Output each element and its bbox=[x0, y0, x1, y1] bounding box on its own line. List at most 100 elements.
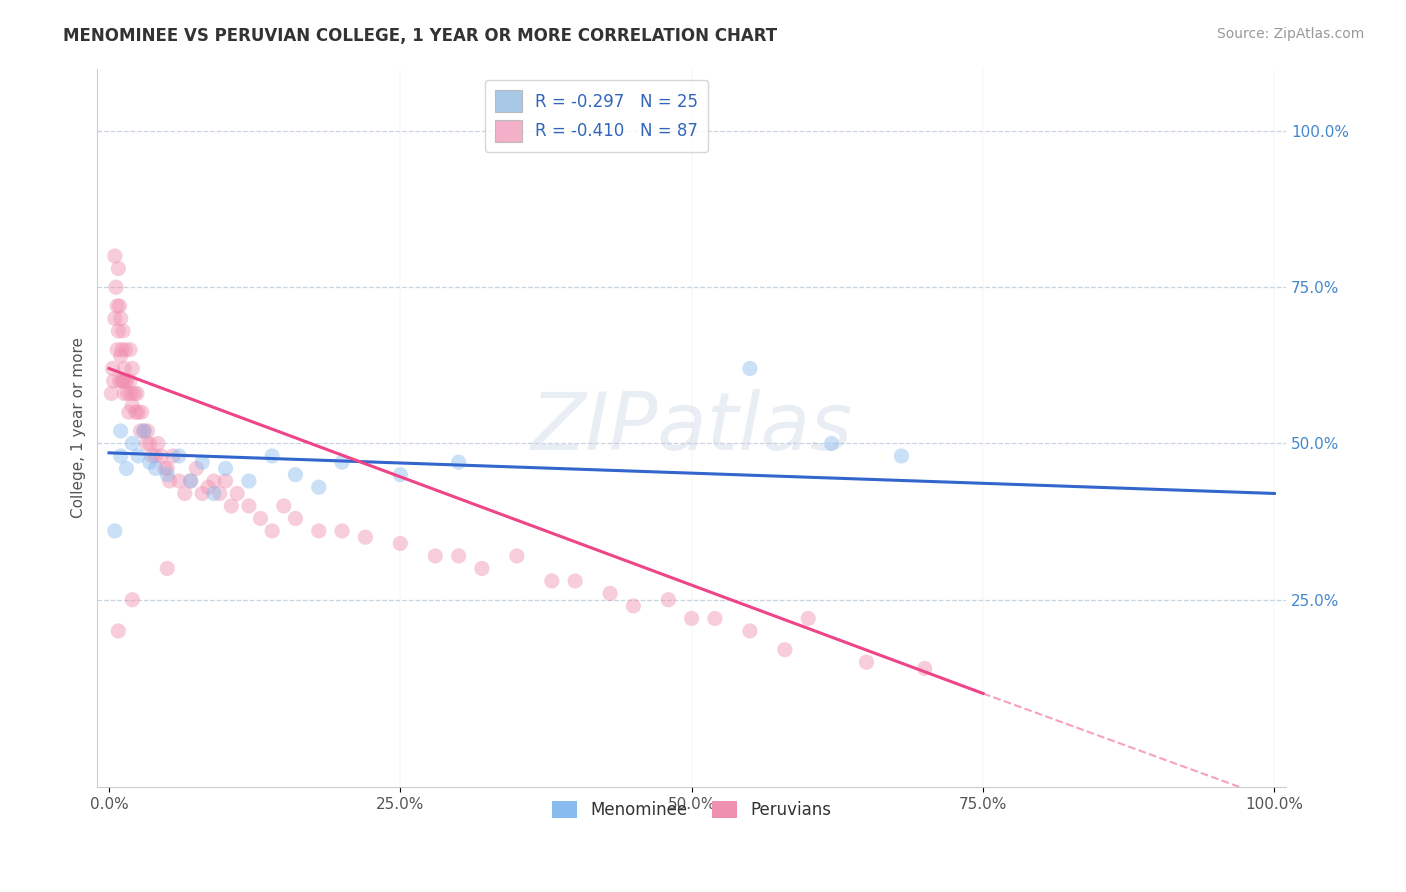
Point bbox=[506, 549, 529, 563]
Point bbox=[146, 436, 169, 450]
Point bbox=[180, 474, 202, 488]
Point bbox=[104, 249, 127, 263]
Point bbox=[101, 361, 124, 376]
Point bbox=[107, 624, 129, 638]
Point bbox=[105, 299, 128, 313]
Point bbox=[145, 461, 167, 475]
Point bbox=[273, 499, 295, 513]
Point bbox=[127, 405, 149, 419]
Point bbox=[139, 436, 162, 450]
Point bbox=[139, 455, 162, 469]
Point bbox=[221, 499, 243, 513]
Point bbox=[111, 343, 134, 357]
Point bbox=[132, 424, 155, 438]
Point bbox=[354, 530, 377, 544]
Point bbox=[202, 486, 225, 500]
Point bbox=[118, 343, 141, 357]
Point bbox=[105, 280, 128, 294]
Point bbox=[284, 467, 307, 482]
Y-axis label: College, 1 year or more: College, 1 year or more bbox=[72, 337, 86, 518]
Text: ZIPatlas: ZIPatlas bbox=[530, 389, 852, 467]
Point bbox=[104, 524, 127, 538]
Point bbox=[110, 349, 132, 363]
Legend: Menominee, Peruvians: Menominee, Peruvians bbox=[546, 794, 838, 826]
Point bbox=[657, 592, 679, 607]
Point bbox=[132, 424, 155, 438]
Point bbox=[162, 449, 184, 463]
Point bbox=[425, 549, 447, 563]
Point bbox=[208, 486, 231, 500]
Point bbox=[167, 474, 190, 488]
Point bbox=[118, 405, 141, 419]
Point bbox=[111, 324, 134, 338]
Point bbox=[214, 461, 236, 475]
Point bbox=[111, 374, 134, 388]
Point bbox=[107, 324, 129, 338]
Point bbox=[108, 374, 131, 388]
Point bbox=[191, 455, 214, 469]
Point bbox=[704, 611, 727, 625]
Point bbox=[238, 474, 260, 488]
Point bbox=[308, 524, 330, 538]
Point bbox=[115, 461, 138, 475]
Point bbox=[103, 374, 125, 388]
Point bbox=[599, 586, 621, 600]
Point bbox=[111, 374, 134, 388]
Point bbox=[108, 299, 131, 313]
Point bbox=[110, 449, 132, 463]
Point bbox=[797, 611, 820, 625]
Point bbox=[100, 386, 122, 401]
Point bbox=[150, 449, 173, 463]
Point bbox=[120, 386, 142, 401]
Point bbox=[890, 449, 912, 463]
Point bbox=[681, 611, 703, 625]
Point bbox=[112, 386, 135, 401]
Point bbox=[447, 455, 470, 469]
Point bbox=[621, 599, 644, 613]
Point bbox=[855, 655, 877, 669]
Point bbox=[129, 424, 152, 438]
Point bbox=[173, 486, 195, 500]
Point bbox=[125, 386, 148, 401]
Point bbox=[121, 592, 143, 607]
Point bbox=[564, 574, 586, 588]
Point bbox=[114, 343, 136, 357]
Point bbox=[124, 386, 146, 401]
Point bbox=[125, 405, 148, 419]
Point bbox=[145, 449, 167, 463]
Point bbox=[186, 461, 208, 475]
Point bbox=[107, 261, 129, 276]
Point bbox=[180, 474, 202, 488]
Point bbox=[197, 480, 219, 494]
Point bbox=[738, 624, 761, 638]
Point bbox=[167, 449, 190, 463]
Point bbox=[820, 436, 842, 450]
Point bbox=[110, 424, 132, 438]
Text: MENOMINEE VS PERUVIAN COLLEGE, 1 YEAR OR MORE CORRELATION CHART: MENOMINEE VS PERUVIAN COLLEGE, 1 YEAR OR… bbox=[63, 27, 778, 45]
Point bbox=[330, 455, 353, 469]
Point bbox=[121, 399, 143, 413]
Text: Source: ZipAtlas.com: Source: ZipAtlas.com bbox=[1216, 27, 1364, 41]
Point bbox=[308, 480, 330, 494]
Point bbox=[156, 467, 179, 482]
Point bbox=[156, 561, 179, 575]
Point bbox=[141, 449, 163, 463]
Point bbox=[156, 461, 179, 475]
Point bbox=[471, 561, 494, 575]
Point bbox=[238, 499, 260, 513]
Point bbox=[540, 574, 562, 588]
Point bbox=[214, 474, 236, 488]
Point bbox=[121, 436, 143, 450]
Point bbox=[191, 486, 214, 500]
Point bbox=[114, 374, 136, 388]
Point bbox=[262, 449, 284, 463]
Point bbox=[447, 549, 470, 563]
Point bbox=[136, 424, 159, 438]
Point bbox=[284, 511, 307, 525]
Point bbox=[389, 536, 412, 550]
Point bbox=[262, 524, 284, 538]
Point bbox=[112, 361, 135, 376]
Point bbox=[249, 511, 271, 525]
Point bbox=[738, 361, 761, 376]
Point bbox=[330, 524, 353, 538]
